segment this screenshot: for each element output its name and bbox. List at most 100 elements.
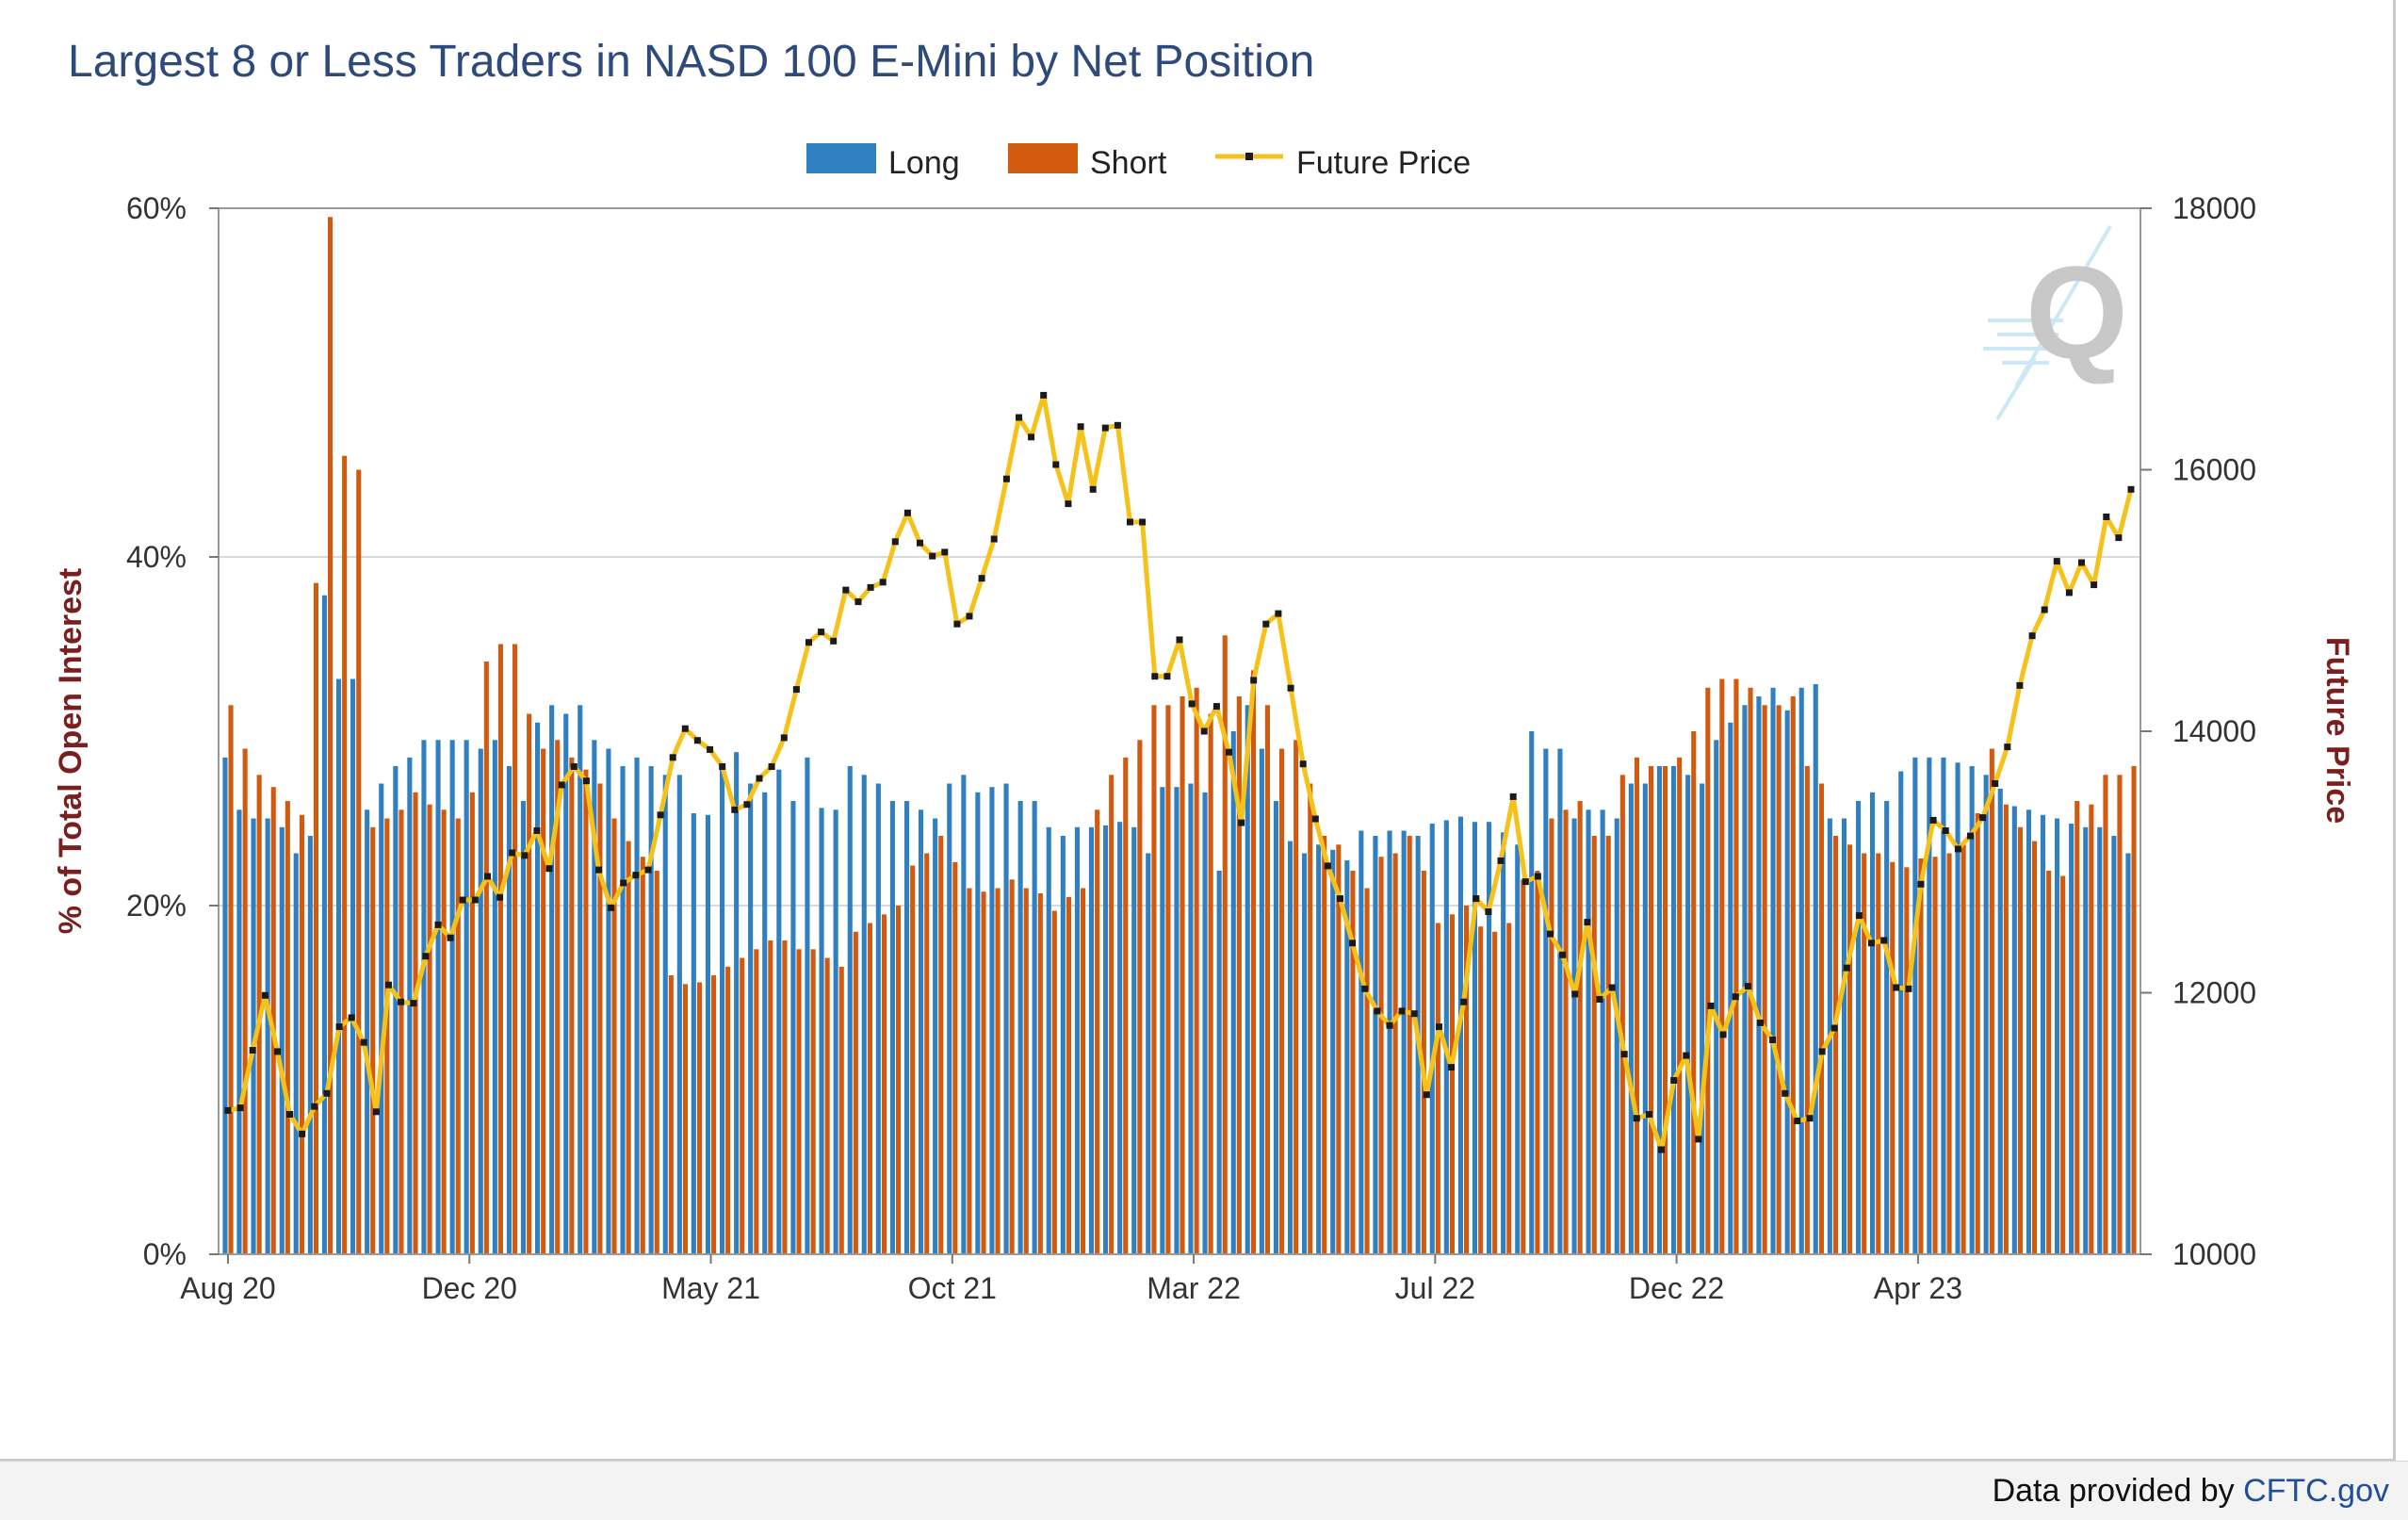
price-point — [2103, 514, 2110, 520]
long-bar — [1344, 859, 1350, 1254]
price-point — [558, 781, 565, 789]
short-bar — [597, 783, 603, 1254]
price-point — [1052, 461, 1060, 468]
short-bar — [228, 705, 234, 1255]
short-bar — [1619, 775, 1625, 1255]
price-point — [929, 552, 936, 560]
price-point — [1584, 919, 1591, 926]
long-bar — [1856, 801, 1862, 1254]
short-bar — [1165, 705, 1171, 1255]
long-bar — [549, 705, 555, 1255]
price-point — [1547, 930, 1554, 938]
long-bar — [1174, 787, 1180, 1254]
price-point — [681, 725, 689, 732]
price-point — [669, 754, 676, 761]
price-point — [1101, 424, 1109, 432]
price-point — [818, 629, 825, 636]
long-bar — [321, 595, 327, 1254]
long-bar — [819, 808, 824, 1254]
price-point — [323, 1089, 331, 1097]
data-source-note: Data provided by CFTC.gov — [1993, 1473, 2389, 1510]
price-point — [780, 734, 788, 742]
long-bar — [592, 740, 597, 1255]
price-point — [867, 583, 874, 591]
long-bar — [1202, 792, 1208, 1255]
long-bar — [421, 740, 427, 1255]
price-point — [1460, 998, 1468, 1005]
price-point — [335, 1023, 343, 1031]
long-bar — [1443, 820, 1449, 1254]
long-bar — [449, 740, 455, 1255]
short-bar — [1364, 888, 1370, 1254]
long-bar — [492, 740, 497, 1255]
price-point — [1176, 636, 1183, 644]
long-bar — [1685, 775, 1691, 1255]
long-bar — [1955, 762, 1961, 1254]
short-bar — [1776, 705, 1782, 1255]
long-bar — [1245, 705, 1250, 1255]
price-point — [1151, 673, 1159, 680]
chart-title: Largest 8 or Less Traders in NASD 100 E-… — [68, 37, 1315, 87]
short-bar — [682, 984, 688, 1255]
price-point — [756, 775, 763, 782]
long-bar — [1898, 771, 1904, 1254]
long-bar — [1529, 731, 1535, 1254]
price-point — [1782, 1089, 1789, 1097]
short-bar — [1336, 844, 1342, 1255]
short-bar — [924, 853, 930, 1254]
long-bar — [1642, 783, 1648, 1254]
short-bar — [1932, 857, 1938, 1254]
long-bar — [1927, 757, 1932, 1255]
long-bar — [805, 757, 810, 1255]
price-point — [1868, 940, 1875, 947]
short-bar — [2117, 775, 2123, 1255]
price-point — [496, 893, 504, 901]
long-bar — [1117, 822, 1123, 1254]
long-bar — [563, 713, 569, 1254]
short-bar — [1051, 910, 1057, 1254]
long-bar — [1216, 871, 1222, 1254]
short-bar — [1308, 783, 1313, 1254]
price-point — [743, 801, 751, 809]
price-point — [1521, 878, 1529, 886]
long-bar — [407, 757, 413, 1255]
short-bar — [1095, 809, 1100, 1255]
short-bar — [1279, 748, 1285, 1254]
price-point — [917, 539, 923, 547]
y-tick-label: 20% — [126, 889, 187, 923]
short-bar — [1037, 893, 1043, 1254]
long-bar — [1074, 826, 1080, 1255]
price-point — [1324, 862, 1331, 870]
short-bar — [356, 469, 362, 1254]
short-bar — [1577, 801, 1583, 1254]
short-bar — [1137, 740, 1143, 1255]
long-bar — [1700, 783, 1705, 1254]
price-point — [1732, 993, 1739, 1001]
long-bar — [947, 783, 952, 1254]
short-bar — [1989, 748, 1994, 1254]
long-bar — [279, 826, 285, 1255]
price-point — [1757, 1019, 1764, 1026]
price-point — [1534, 873, 1541, 880]
short-bar — [938, 836, 944, 1254]
price-point — [1855, 912, 1863, 920]
long-bar — [1359, 830, 1364, 1254]
price-point — [842, 586, 850, 594]
long-bar — [1742, 705, 1748, 1255]
price-series — [224, 391, 2135, 1153]
price-point — [2028, 632, 2036, 640]
price-point — [1979, 814, 1987, 822]
short-bar — [967, 888, 972, 1254]
cftc-link[interactable]: CFTC.gov — [2243, 1473, 2389, 1509]
price-point — [595, 866, 602, 874]
short-bar — [2003, 804, 2009, 1254]
long-bar — [989, 787, 995, 1254]
short-bar — [910, 865, 916, 1254]
price-point — [854, 598, 862, 606]
long-bar — [691, 813, 696, 1254]
long-bar — [1671, 766, 1677, 1254]
price-point — [1275, 610, 1282, 617]
long-bar — [1032, 801, 1037, 1254]
price-point — [236, 1104, 244, 1112]
short-bar — [569, 757, 575, 1255]
